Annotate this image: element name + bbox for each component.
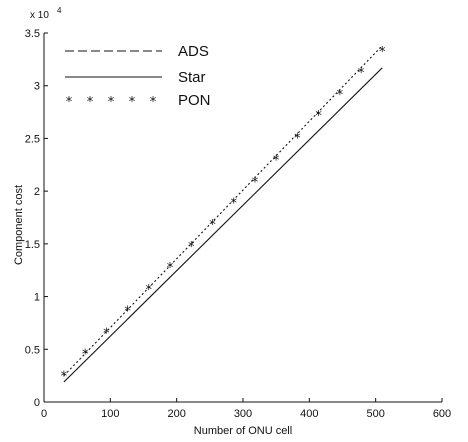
y-axis-label: Component cost	[13, 185, 25, 265]
x-tick-label: 200	[167, 408, 185, 420]
series-point-pon: *	[82, 348, 89, 363]
series-point-pon: *	[315, 109, 322, 124]
y-tick-label: 1	[34, 292, 40, 304]
x-tick-label: 0	[41, 408, 47, 420]
plot-frame	[43, 33, 442, 403]
series-point-pon: *	[124, 304, 131, 319]
y-exponent-label: 4	[57, 6, 62, 15]
legend-marker-pon: *	[87, 95, 94, 110]
series-line-star	[63, 67, 383, 383]
x-tick-label: 500	[366, 408, 384, 420]
series-point-pon: *	[167, 261, 174, 276]
series-point-pon: *	[294, 131, 301, 146]
series-point-pon: *	[358, 66, 365, 81]
series-point-pon: *	[379, 45, 386, 60]
y-tick-label: 3	[34, 81, 40, 93]
x-tick-label: 300	[234, 408, 252, 420]
series-point-pon: *	[273, 154, 280, 169]
legend-marker-pon: *	[66, 95, 73, 110]
y-tick-label: 1.5	[25, 239, 40, 251]
series-point-pon: *	[209, 218, 216, 233]
y-axis: 0 0.5 1 1.5 2 2.5 3 3.5	[25, 28, 48, 409]
y-multiplier-label: x 10	[30, 10, 49, 21]
x-axis-label: Number of ONU cell	[194, 425, 292, 437]
series-point-pon: *	[230, 197, 237, 212]
legend-marker-pon: *	[150, 95, 157, 110]
series-point-pon: *	[252, 176, 259, 191]
y-tick-label: 2.5	[25, 133, 40, 145]
series-point-pon: *	[188, 240, 195, 255]
x-tick-label: 600	[433, 408, 451, 420]
x-tick-label: 400	[300, 408, 318, 420]
legend-label-pon: PON	[178, 92, 211, 109]
legend-marker-pon: *	[108, 95, 115, 110]
series-layer: * * * * * * * * * * * * * * * *	[61, 45, 386, 385]
series-point-pon: *	[103, 326, 110, 341]
legend-marker-pon: *	[129, 95, 136, 110]
series-point-pon: *	[61, 370, 68, 385]
y-tick-label: 2	[34, 186, 40, 198]
legend-label-ads: ADS	[178, 43, 209, 60]
y-tick-label: 3.5	[25, 28, 40, 40]
x-tick-label: 100	[101, 408, 119, 420]
series-point-pon: *	[146, 283, 153, 298]
legend: ADS Star * * * * * PON	[65, 43, 211, 110]
series-point-pon: *	[337, 88, 344, 103]
y-tick-label: 0.5	[25, 344, 40, 356]
y-tick-label: 0	[34, 397, 40, 409]
legend-label-star: Star	[178, 69, 206, 86]
x-axis: 0 100 200 300 400 500 600	[41, 398, 451, 420]
